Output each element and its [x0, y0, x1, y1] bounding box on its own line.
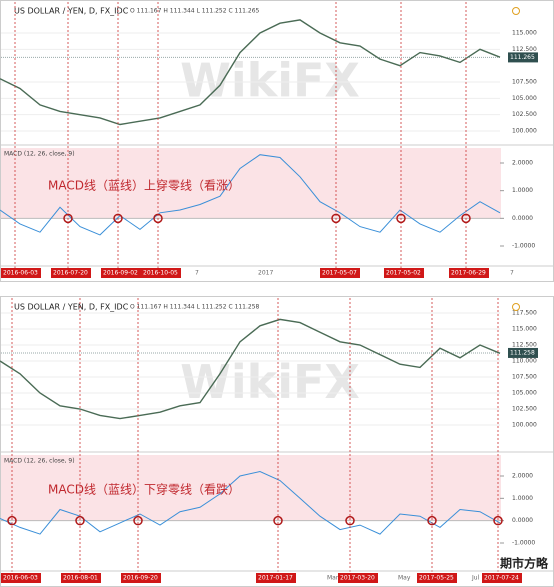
date-badge: [338, 573, 378, 583]
date-badge: [256, 573, 296, 583]
price-tick-label: 102.500: [512, 406, 537, 413]
price-tick-label: 117.500: [512, 310, 537, 317]
date-label: Mar: [327, 575, 339, 582]
cross-marker: [113, 213, 123, 224]
cross-marker: [331, 213, 341, 224]
date-badge: [61, 573, 101, 583]
symbol: US DOLLAR / YEN, D, FX_IDC: [14, 7, 129, 16]
date-badge: [384, 268, 424, 278]
price-tick-label: 115.000: [512, 30, 537, 37]
date-label: 2016-08-01: [63, 575, 98, 582]
price-tick-label: 105.000: [512, 95, 537, 102]
price-line: [0, 19, 501, 126]
cross-marker: [396, 213, 406, 224]
macd-label: MACD (12, 26, close, 9): [4, 151, 75, 158]
date-label: 2017-01-17: [258, 575, 293, 582]
date-label: 2016-10-05: [143, 270, 178, 277]
price-tick-label: 112.500: [512, 46, 537, 53]
price-tick-label: 112.500: [512, 342, 537, 349]
cross-marker: [345, 515, 355, 526]
cross-marker: [273, 515, 283, 526]
price-tick-label: 100.000: [512, 422, 537, 429]
watermark: WikiFX: [180, 54, 360, 108]
cross-marker: [75, 515, 85, 526]
date-label: 2017: [258, 270, 273, 277]
date-badge: [1, 268, 41, 278]
date-badge: [417, 573, 457, 583]
macd-tick-label: 1.0000: [512, 187, 533, 194]
last-price-box: [508, 347, 538, 358]
cross-marker: [493, 515, 503, 526]
date-label: 7: [510, 270, 514, 277]
price-tick-label: 100.000: [512, 128, 537, 135]
date-label: 2017-05-02: [386, 270, 421, 277]
price-tick-label: 102.500: [512, 111, 537, 118]
symbol: US DOLLAR / YEN, D, FX_IDC: [14, 303, 129, 312]
price-tick-label: 107.500: [512, 374, 537, 381]
date-badge: [1, 573, 41, 583]
date-badge: [101, 268, 141, 278]
macd-zone: [1, 455, 501, 521]
macd-label: MACD (12, 26, close, 9): [4, 458, 75, 465]
price-tick-label: 110.000: [512, 358, 537, 365]
last-price-label: 111.258: [510, 349, 535, 356]
date-label: 2016-06-03: [3, 270, 38, 277]
settings-icon: [512, 7, 520, 15]
macd-tick-label: 2.0000: [512, 473, 533, 480]
date-label: 2016-07-20: [53, 270, 88, 277]
last-price-box: [508, 52, 538, 63]
date-label: Jul: [471, 575, 480, 582]
date-badge: [121, 573, 161, 583]
macd-tick-label: 1.0000: [512, 495, 533, 502]
ohlc: O 111.167 H 111.344 L 111.252 C 111.265: [130, 8, 260, 15]
date-label: 7: [195, 270, 199, 277]
macd-tick-label: -1.0000: [512, 540, 535, 547]
date-badge: [449, 268, 489, 278]
macd-line: [0, 154, 501, 236]
annotation: MACD线（蓝线）下穿零线（看跌）: [48, 482, 240, 497]
date-badge: [141, 268, 181, 278]
date-badge: [482, 573, 522, 583]
macd-tick-label: -1.0000: [512, 243, 535, 250]
cross-marker: [63, 213, 73, 224]
watermark: WikiFX: [180, 355, 360, 409]
cross-marker: [7, 515, 17, 526]
cross-marker: [133, 515, 143, 526]
date-badge: [51, 268, 91, 278]
last-price-label: 111.265: [510, 54, 535, 61]
brand: 期市方略: [500, 556, 549, 571]
cross-marker: [427, 515, 437, 526]
price-line: [0, 318, 501, 420]
date-badge: [320, 268, 360, 278]
date-label: 2017-07-24: [484, 575, 519, 582]
date-label: 2016-09-20: [123, 575, 158, 582]
cross-marker: [461, 213, 471, 224]
macd-tick-label: 0.0000: [512, 215, 533, 222]
date-label: 2016-09-02: [103, 270, 138, 277]
date-label: 2017-05-07: [322, 270, 357, 277]
cross-marker: [153, 213, 163, 224]
price-tick-label: 107.500: [512, 79, 537, 86]
macd-zone: [1, 148, 501, 219]
date-label: May: [398, 575, 411, 582]
date-label: 2016-06-03: [3, 575, 38, 582]
macd-tick-label: 0.0000: [512, 517, 533, 524]
date-label: 2017-06-29: [451, 270, 486, 277]
date-label: 2017-03-20: [340, 575, 375, 582]
settings-icon: [512, 303, 520, 311]
ohlc: O 111.167 H 111.344 L 111.252 C 111.258: [130, 304, 260, 311]
macd-tick-label: 2.0000: [512, 160, 533, 167]
date-label: 2017-05-25: [419, 575, 454, 582]
price-tick-label: 115.000: [512, 326, 537, 333]
annotation: MACD线（蓝线）上穿零线（看涨）: [48, 178, 240, 193]
price-tick-label: 105.000: [512, 390, 537, 397]
